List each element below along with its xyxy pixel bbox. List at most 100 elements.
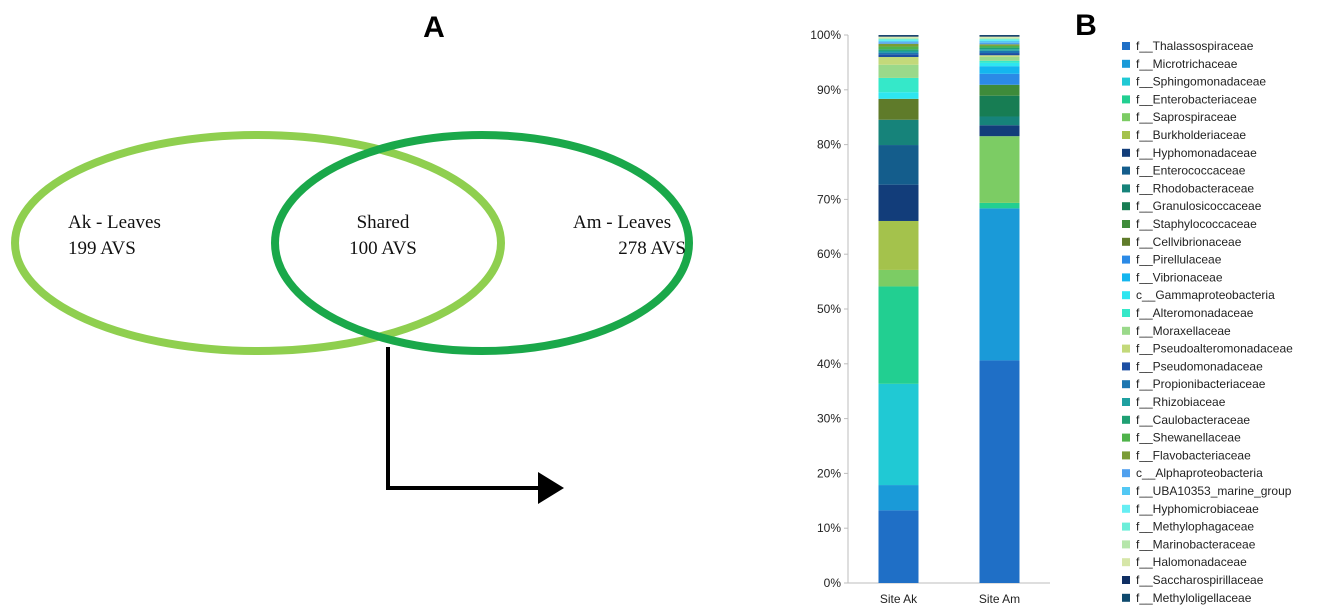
legend-label: f__Moraxellaceae bbox=[1136, 324, 1231, 338]
bar-segment bbox=[878, 46, 919, 50]
bar-segment bbox=[979, 62, 1020, 67]
panel-label-a: A bbox=[423, 11, 445, 44]
legend-label: f__Vibrionaceae bbox=[1136, 270, 1223, 284]
bar-segment bbox=[979, 38, 1020, 40]
y-tick-label: 90% bbox=[817, 83, 841, 97]
legend-label: f__Caulobacteraceae bbox=[1136, 413, 1250, 427]
legend-label: f__Sphingomonadaceae bbox=[1136, 75, 1266, 89]
y-tick-label: 40% bbox=[817, 357, 841, 371]
legend-label: f__Pirellulaceae bbox=[1136, 253, 1222, 267]
bar-segment bbox=[979, 116, 1020, 126]
x-categories: Site Ak Site Am bbox=[880, 592, 1020, 606]
y-tick-label: 100% bbox=[810, 28, 841, 42]
venn-center-count: 100 AVS bbox=[349, 238, 417, 259]
bar-segment bbox=[979, 84, 1020, 96]
legend-swatch bbox=[1122, 148, 1130, 157]
legend-swatch bbox=[1122, 131, 1130, 139]
bar-segment bbox=[878, 35, 919, 37]
arrow-head bbox=[538, 472, 564, 504]
bar-segment bbox=[878, 220, 919, 270]
bar-segment bbox=[878, 42, 919, 44]
bar-segment bbox=[878, 64, 919, 78]
bar-segment bbox=[878, 485, 919, 511]
bar-segment bbox=[878, 41, 919, 43]
legend-label: f__Saccharospirillaceae bbox=[1136, 573, 1264, 587]
venn-right-count: 278 AVS bbox=[618, 238, 686, 259]
legend-swatch bbox=[1122, 487, 1130, 495]
bar-segment bbox=[979, 55, 1020, 57]
bar-segment bbox=[979, 60, 1020, 63]
legend-swatch bbox=[1122, 380, 1130, 389]
x-category-label: Site Ak bbox=[880, 592, 918, 606]
legend-swatch bbox=[1122, 255, 1130, 264]
bar-segment bbox=[878, 98, 919, 120]
y-tick-label: 50% bbox=[817, 302, 841, 316]
bar-segment bbox=[979, 360, 1020, 583]
legend-label: f__Pseudoalteromonadaceae bbox=[1136, 342, 1293, 356]
bar-segment bbox=[979, 36, 1020, 38]
stacked-bar-chart: 0% 10% 20% 30% 40% 50% 60% 70% 80% 90% 100% Site A… bbox=[810, 28, 1050, 606]
legend-label: f__Granulosicoccaceae bbox=[1136, 199, 1262, 213]
legend-swatch bbox=[1122, 469, 1130, 478]
legend-swatch bbox=[1122, 95, 1130, 104]
bar-segment bbox=[878, 54, 919, 58]
legend-label: f__Propionibacteriaceae bbox=[1136, 377, 1266, 391]
y-tick-label: 60% bbox=[817, 247, 841, 261]
legend: f__Thalassospiraceae f__Microtrichaceae f_… bbox=[1122, 39, 1293, 605]
bar-segment bbox=[979, 39, 1020, 42]
legend-swatch bbox=[1122, 291, 1130, 300]
bar-segment bbox=[979, 42, 1020, 45]
arrow-line bbox=[386, 347, 538, 490]
panel-label-b: B bbox=[1075, 9, 1097, 42]
bar-segment bbox=[878, 52, 919, 55]
legend-label: c__Gammaproteobacteria bbox=[1136, 288, 1275, 302]
bar-segment bbox=[878, 383, 919, 486]
bar-segment bbox=[878, 38, 919, 40]
legend-label: f__Methylophagaceae bbox=[1136, 520, 1254, 534]
y-tick-label: 20% bbox=[817, 466, 841, 480]
venn-left-count: 199 AVS bbox=[68, 238, 136, 259]
bar-segment bbox=[878, 510, 919, 583]
bar-segment bbox=[979, 50, 1020, 54]
legend-swatch bbox=[1122, 77, 1130, 86]
legend-swatch bbox=[1122, 504, 1130, 513]
legend-swatch bbox=[1122, 273, 1130, 282]
bar-segment bbox=[878, 145, 919, 185]
bar-segment bbox=[878, 286, 919, 384]
legend-label: f__Rhizobiaceae bbox=[1136, 395, 1226, 409]
y-ticks: 0% 10% 20% 30% 40% 50% 60% 70% 80% 90% 100% bbox=[810, 28, 848, 590]
y-tick-label: 70% bbox=[817, 192, 841, 206]
x-category-label: Site Am bbox=[979, 592, 1020, 606]
bar-segment bbox=[878, 35, 919, 36]
legend-swatch bbox=[1122, 326, 1130, 335]
legend-label: f__Staphylococcaceae bbox=[1136, 217, 1257, 231]
legend-label: f__Halomonadaceae bbox=[1136, 555, 1247, 569]
legend-label: f__Burkholderiaceae bbox=[1136, 128, 1246, 142]
legend-label: f__Hyphomonadaceae bbox=[1136, 146, 1257, 160]
bar-segment bbox=[878, 43, 919, 47]
bar-segment bbox=[979, 73, 1020, 85]
bar-segment bbox=[878, 119, 919, 146]
legend-label: f__Microtrichaceae bbox=[1136, 57, 1238, 71]
legend-label: f__Thalassospiraceae bbox=[1136, 39, 1254, 53]
venn-center-name: Shared bbox=[357, 212, 410, 233]
legend-swatch bbox=[1122, 220, 1130, 228]
bar-segment bbox=[979, 208, 1020, 361]
bar-segment bbox=[878, 77, 919, 93]
bar-segment bbox=[878, 92, 919, 99]
legend-label: f__Alteromonadaceae bbox=[1136, 306, 1254, 320]
legend-label: f__Rhodobacteraceae bbox=[1136, 181, 1254, 195]
bar-segment bbox=[979, 44, 1020, 46]
bar-segment bbox=[878, 50, 919, 53]
legend-label: f__Saprospiraceae bbox=[1136, 110, 1237, 124]
legend-label: f__Methyloligellaceae bbox=[1136, 591, 1252, 605]
legend-label: f__Cellvibrionaceae bbox=[1136, 235, 1242, 249]
bar-segment bbox=[878, 37, 919, 39]
legend-swatch bbox=[1122, 344, 1130, 353]
legend-swatch bbox=[1122, 522, 1130, 531]
bar-segment bbox=[979, 53, 1020, 56]
legend-label: f__Enterococcaceae bbox=[1136, 164, 1246, 178]
venn-left-name: Ak - Leaves bbox=[68, 212, 161, 233]
bar-segment bbox=[979, 66, 1020, 74]
bar-segment bbox=[979, 56, 1020, 61]
